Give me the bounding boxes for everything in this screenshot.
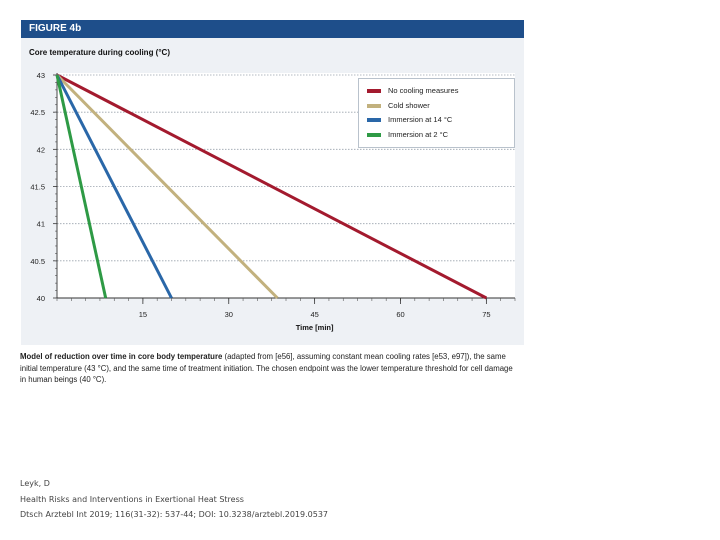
chart-legend: No cooling measures Cold shower Immersion …: [358, 78, 515, 148]
y-tick-label: 42: [37, 145, 45, 154]
line-chart: 40 40.5 41 41.5 42 42.5 43 15 30 45 60 75 Time [min]: [30, 71, 516, 332]
chart-title: Core temperature during cooling (°C): [29, 48, 170, 57]
x-axis-label: Time [min]: [296, 323, 334, 332]
caption-bold: Model of reduction over time in core bod…: [20, 352, 223, 361]
figure-caption: Model of reduction over time in core bod…: [20, 351, 520, 386]
y-tick-label: 41: [37, 220, 45, 229]
caption-text: (adapted from [e56], assuming constant m…: [20, 352, 513, 384]
figure-label: FIGURE 4b: [29, 23, 82, 34]
series-layer: [55, 73, 488, 300]
y-tick-label: 40: [37, 294, 45, 303]
series-line: [55, 74, 108, 299]
legend-swatch: [367, 132, 381, 137]
axis-layer: [53, 73, 516, 304]
series-line: [56, 73, 488, 300]
x-tick-label: 45: [310, 310, 318, 319]
y-tick-label: 40.5: [30, 257, 45, 266]
tick-label-layer: 40 40.5 41 41.5 42 42.5 43 15 30 45 60 75 Time [min]: [30, 71, 490, 332]
x-tick-label: 15: [139, 310, 147, 319]
citation-block: Leyk, D Health Risks and Interventions i…: [20, 476, 328, 523]
legend-swatch: [367, 103, 381, 108]
citation-title: Health Risks and Interventions in Exerti…: [20, 494, 244, 504]
series-line: [55, 73, 279, 300]
series-line: [55, 74, 173, 299]
y-tick-label: 41.5: [30, 183, 45, 192]
y-tick-label: 43: [37, 71, 45, 80]
citation-source: Dtsch Arztebl Int 2019; 116(31-32): 537-…: [20, 510, 329, 519]
legend-label: No cooling measures: [388, 86, 459, 95]
figure-panel: FIGURE 4b Core temperature during coolin…: [21, 20, 524, 345]
citation-author: Leyk, D: [20, 479, 50, 488]
y-tick-label: 42.5: [30, 108, 45, 117]
legend-swatch: [367, 89, 381, 93]
x-tick-label: 30: [225, 310, 233, 319]
figure-header-bar: FIGURE 4b: [21, 20, 524, 38]
x-tick-label: 60: [396, 310, 404, 319]
x-tick-label: 75: [482, 310, 490, 319]
legend-swatch: [367, 118, 381, 122]
legend-label: Cold shower: [388, 100, 430, 110]
legend-label: Immersion at 14 °C: [388, 115, 453, 124]
legend-label: Immersion at 2 °C: [388, 129, 449, 139]
